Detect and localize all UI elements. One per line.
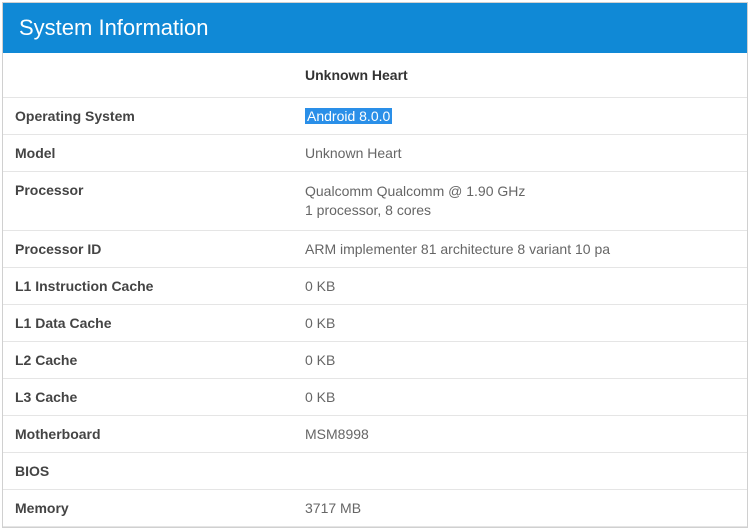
label-model: Model <box>3 135 293 172</box>
spec-table: Unknown Heart Operating System Android 8… <box>3 53 747 527</box>
label-os: Operating System <box>3 98 293 135</box>
row-bios: BIOS <box>3 452 747 489</box>
row-memory: Memory 3717 MB <box>3 489 747 526</box>
row-l1i: L1 Instruction Cache 0 KB <box>3 267 747 304</box>
value-model: Unknown Heart <box>293 135 747 172</box>
label-l3: L3 Cache <box>3 378 293 415</box>
label-bios: BIOS <box>3 452 293 489</box>
row-os: Operating System Android 8.0.0 <box>3 98 747 135</box>
row-model: Model Unknown Heart <box>3 135 747 172</box>
value-l1i: 0 KB <box>293 267 747 304</box>
value-os: Android 8.0.0 <box>293 98 747 135</box>
label-l1d: L1 Data Cache <box>3 304 293 341</box>
processor-line2: 1 processor, 8 cores <box>305 201 735 220</box>
device-name-header: Unknown Heart <box>293 53 747 98</box>
row-motherboard: Motherboard MSM8998 <box>3 415 747 452</box>
panel-title: System Information <box>3 3 747 53</box>
processor-line1: Qualcomm Qualcomm @ 1.90 GHz <box>305 182 735 201</box>
label-l2: L2 Cache <box>3 341 293 378</box>
label-memory: Memory <box>3 489 293 526</box>
value-bios <box>293 452 747 489</box>
row-processor-id: Processor ID ARM implementer 81 architec… <box>3 230 747 267</box>
header-empty-cell <box>3 53 293 98</box>
highlighted-text[interactable]: Android 8.0.0 <box>305 108 392 124</box>
label-motherboard: Motherboard <box>3 415 293 452</box>
label-processor: Processor <box>3 172 293 231</box>
value-l3: 0 KB <box>293 378 747 415</box>
value-memory: 3717 MB <box>293 489 747 526</box>
row-l2: L2 Cache 0 KB <box>3 341 747 378</box>
value-processor-id: ARM implementer 81 architecture 8 varian… <box>293 230 747 267</box>
system-info-panel: System Information Unknown Heart Operati… <box>2 2 748 528</box>
value-l1d: 0 KB <box>293 304 747 341</box>
device-header-row: Unknown Heart <box>3 53 747 98</box>
row-processor: Processor Qualcomm Qualcomm @ 1.90 GHz 1… <box>3 172 747 231</box>
label-l1i: L1 Instruction Cache <box>3 267 293 304</box>
row-l1d: L1 Data Cache 0 KB <box>3 304 747 341</box>
value-l2: 0 KB <box>293 341 747 378</box>
value-processor: Qualcomm Qualcomm @ 1.90 GHz 1 processor… <box>293 172 747 231</box>
value-motherboard: MSM8998 <box>293 415 747 452</box>
row-l3: L3 Cache 0 KB <box>3 378 747 415</box>
label-processor-id: Processor ID <box>3 230 293 267</box>
